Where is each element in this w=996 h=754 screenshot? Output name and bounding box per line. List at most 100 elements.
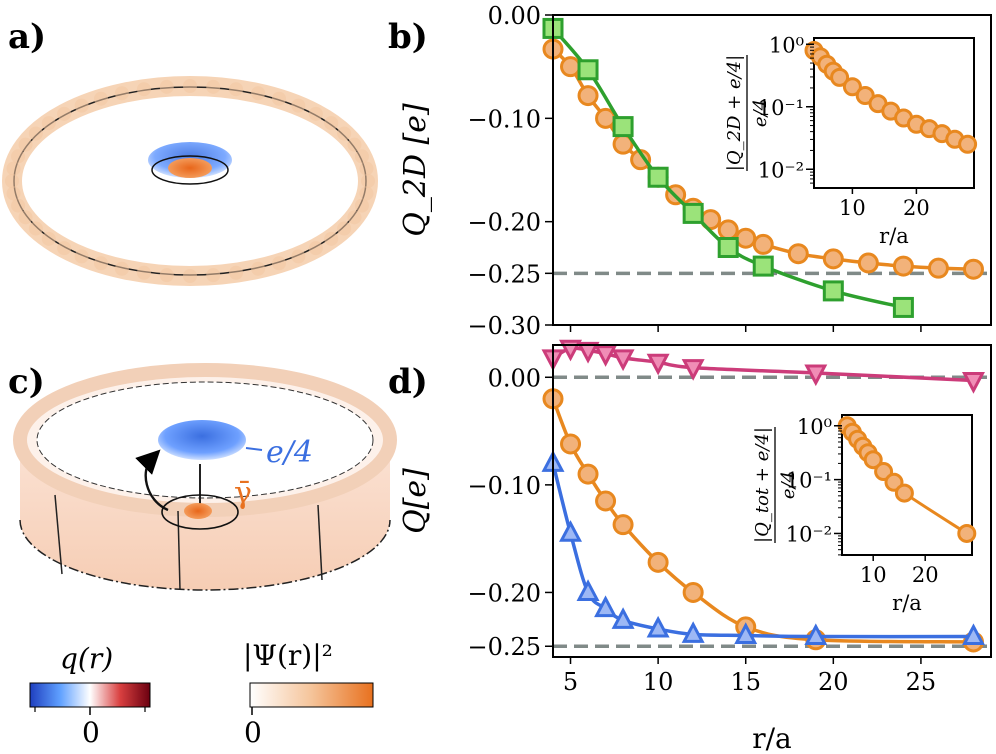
ring-site — [6, 161, 21, 176]
inset-y-tick-label: 10⁻² — [786, 522, 832, 546]
ring-sites — [5, 79, 375, 283]
inset-data-point — [830, 67, 850, 87]
data-point-triangle-down — [576, 341, 600, 364]
cylinder-bottom-edge — [19, 519, 391, 591]
y-tick-label: −0.20 — [467, 579, 541, 607]
cylinder-seam — [54, 494, 63, 575]
ring-site — [324, 116, 339, 131]
x-tick-label: 25 — [906, 668, 937, 696]
colorbar-psi-zero: 0 — [244, 716, 262, 749]
data-point-circle — [857, 252, 879, 274]
data-point-triangle-up — [611, 607, 635, 629]
ring-site — [183, 79, 197, 93]
ring-site — [28, 221, 43, 236]
ring-site — [57, 241, 72, 256]
ring-site — [41, 116, 56, 131]
colorbar-q-gradient — [29, 682, 151, 708]
ring-site — [354, 149, 369, 164]
gamma-label: γ̄ — [234, 476, 252, 511]
inset-x-tick-label: 20 — [903, 196, 930, 220]
data-point-triangle-down — [804, 364, 828, 387]
data-point-square — [577, 59, 599, 81]
ring-site — [347, 137, 362, 152]
plot-frame — [552, 344, 992, 658]
data-point-circle — [560, 56, 582, 78]
panel-label-c: c) — [8, 362, 45, 402]
data-point-square — [822, 280, 844, 302]
x-axis-label: r/a — [752, 722, 792, 754]
data-point-circle — [822, 248, 844, 270]
data-point-triangle-up — [646, 615, 670, 638]
ring-site — [136, 82, 151, 97]
panel-label-d: d) — [388, 362, 428, 402]
colorbar-psi-title: |Ψ(r)|² — [243, 639, 333, 672]
inset-y-label: |Q_tot + e/4| e/4 — [752, 427, 799, 543]
ring-site — [41, 231, 56, 246]
ring-site — [359, 186, 374, 201]
ring-site — [114, 261, 129, 276]
inset-x-tick-label: 10 — [860, 563, 887, 587]
ring-site — [272, 256, 286, 271]
ring-site — [159, 79, 174, 94]
ring-site — [291, 98, 306, 113]
data-point-circle — [577, 463, 599, 485]
inset-data-point — [957, 523, 977, 543]
data-point-circle — [682, 581, 704, 603]
data-point-circle — [717, 219, 739, 241]
ring-site — [251, 86, 266, 101]
x-tick-label: 20 — [818, 668, 849, 696]
data-point-circle — [735, 227, 757, 249]
ring-site — [114, 86, 129, 101]
inset-data-point — [958, 134, 978, 154]
inner-boundary — [151, 155, 229, 185]
data-point-circle — [595, 107, 617, 129]
ring-site — [206, 268, 221, 283]
x-tick-label: 5 — [563, 668, 578, 696]
ring-site — [337, 126, 352, 141]
ring-site — [11, 198, 26, 213]
inset-x-label: r/a — [892, 591, 922, 615]
data-point-circle — [577, 85, 599, 107]
ring-site — [57, 106, 72, 121]
inset-y-tick-label: 10⁻² — [758, 158, 804, 182]
panel-label-b: b) — [388, 17, 428, 57]
colorbar-q-zero: 0 — [82, 716, 100, 749]
transport-arrow — [135, 449, 169, 512]
y-axis-label: Q_2D [e] — [398, 103, 433, 237]
ring-site — [361, 174, 375, 188]
inset-x-tick-label: 20 — [912, 563, 939, 587]
inset-data-point — [894, 483, 914, 503]
colorbar-q: q(r) 0 — [29, 642, 151, 749]
y-tick-label: −0.30 — [467, 312, 541, 340]
ring-site — [291, 249, 306, 264]
data-point-triangle-down — [594, 345, 618, 367]
colorbar-psi: |Ψ(r)|² 0 — [243, 639, 374, 749]
y-tick-label: 0.00 — [488, 364, 541, 392]
data-point-circle — [892, 255, 914, 277]
x-tick-label: 10 — [643, 668, 674, 696]
chart-b: 0.00 −0.10 −0.20 −0.25 −0.30 Q_2D [e] 10⁰ 10⁻¹ 1… — [398, 2, 992, 340]
inset-y-label-denominator: e/4 — [778, 471, 799, 499]
cylinder-seam — [317, 504, 323, 581]
ring-site — [5, 174, 19, 188]
ring-site — [337, 221, 352, 236]
inset-x-label: r/a — [879, 224, 909, 248]
ring-site — [183, 269, 197, 283]
data-point-triangle-down — [646, 353, 670, 376]
chart-d: 0.00 −0.10 −0.20 −0.25 5 10 15 20 25 Q[e] r/a 10⁰ 10… — [398, 339, 992, 754]
inset-data-point — [863, 450, 883, 470]
ring-site — [94, 256, 108, 271]
ring-site — [229, 265, 244, 280]
x-tick-label: 15 — [730, 668, 761, 696]
panel-a: a) — [2, 17, 378, 286]
inset-x-tick-label: 10 — [839, 196, 866, 220]
inset-y-tick-label: 10⁻¹ — [786, 469, 832, 493]
inset-y-tick-label: 10⁻¹ — [758, 96, 804, 120]
ring-site — [206, 79, 221, 94]
ring-site — [324, 231, 339, 246]
core-density — [168, 158, 212, 178]
ring-site — [136, 265, 151, 280]
ring-site — [74, 249, 89, 264]
data-point-triangle-up — [804, 623, 828, 646]
